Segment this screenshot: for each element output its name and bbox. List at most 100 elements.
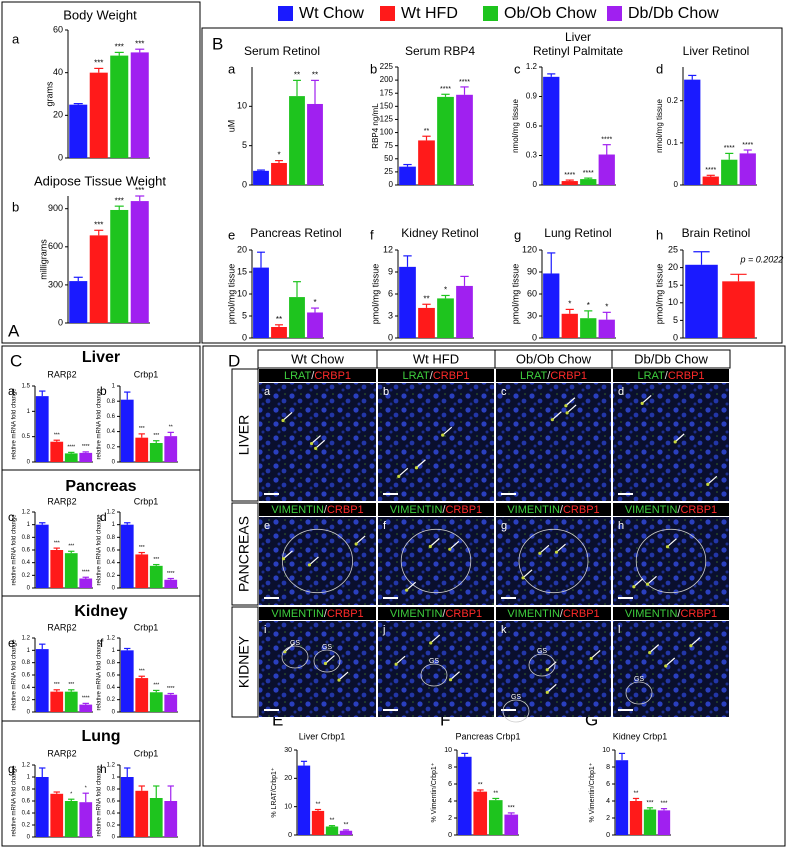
significance-label: ***	[139, 426, 145, 432]
y-tick-label: 1.2	[22, 763, 31, 769]
y-tick-label: 20	[53, 110, 63, 120]
y-tick-label: 25	[668, 244, 678, 254]
bar	[120, 650, 134, 712]
stain-separator: /	[324, 608, 328, 620]
y-tick-label: 0	[533, 180, 538, 189]
micrograph	[378, 621, 494, 717]
arrow	[451, 671, 460, 680]
y-axis-label: milligrams	[38, 239, 48, 280]
chart-letter: f	[370, 227, 374, 242]
signal-dot	[405, 588, 409, 592]
y-tick-label: 0.4	[22, 811, 31, 817]
y-axis-label: relative mRNA fold change	[12, 514, 18, 586]
chart-title: Body Weight	[63, 7, 137, 22]
signal-dot	[538, 551, 542, 555]
y-tick-label: 0.4	[107, 685, 116, 691]
bar	[437, 298, 454, 338]
y-tick-label: 0.4	[22, 685, 31, 691]
gs-label: GS	[322, 644, 332, 651]
significance-label: **	[424, 128, 430, 135]
signal-dot	[545, 690, 549, 694]
stain-green: LRAT	[637, 370, 665, 382]
y-tick-label: 9	[388, 266, 393, 276]
y-tick-label: 1	[112, 384, 116, 390]
bar	[64, 553, 78, 588]
y-tick-label: 0.6	[22, 548, 31, 554]
y-tick-label: 1	[27, 409, 31, 415]
y-tick-label: 0.8	[22, 660, 31, 666]
chart-letter: h	[656, 227, 663, 242]
significance-label: ****	[440, 86, 451, 93]
micrograph-letter: f	[383, 520, 387, 532]
stain-red: CRBP1	[314, 370, 351, 382]
y-tick-label: 0.8	[107, 660, 116, 666]
bar	[543, 273, 560, 338]
bar	[629, 801, 643, 835]
bar	[457, 756, 472, 835]
y-axis-label: relative mRNA fold change	[97, 514, 103, 586]
stain-green: VIMENTIN	[625, 504, 678, 516]
y-tick-label: 0.6	[107, 414, 116, 420]
micrograph	[613, 621, 729, 717]
significance-label: ****	[167, 686, 175, 692]
significance-label: ***	[139, 545, 145, 551]
stain-green: VIMENTIN	[271, 504, 324, 516]
chart-title: RARβ2	[47, 622, 76, 632]
significance-label: ****	[167, 571, 175, 577]
stain-red: CRBP1	[327, 504, 364, 516]
y-tick-label: 0	[27, 835, 31, 841]
signal-dot	[564, 404, 568, 408]
bar	[289, 297, 305, 338]
significance-label: ****	[82, 570, 90, 576]
y-tick-label: 0.2	[667, 96, 679, 105]
arrow	[396, 655, 406, 664]
y-tick-label: 75	[384, 141, 393, 150]
islet-outline	[281, 528, 353, 594]
significance-label: ****	[705, 167, 716, 174]
stain-strip	[496, 369, 611, 382]
bar	[643, 809, 657, 835]
chart-title: RARβ2	[47, 748, 76, 758]
stain-strip	[378, 369, 494, 382]
y-tick-label: 200	[380, 75, 394, 84]
legend-label: Wt Chow	[299, 5, 364, 22]
bar	[307, 312, 323, 338]
bar	[164, 801, 178, 837]
y-tick-label: 2	[606, 815, 610, 822]
y-tick-label: 150	[380, 101, 394, 110]
islet-outline	[635, 528, 707, 594]
stain-strip	[496, 503, 611, 516]
y-axis-label: pmol/mg tissue	[370, 264, 380, 325]
column-header: Db/Db Chow	[634, 351, 708, 366]
chart-supertitle: Liver	[565, 30, 591, 44]
y-axis-label: nmol/mg tissue	[511, 99, 520, 153]
stain-separator: /	[677, 504, 681, 516]
y-tick-label: 30	[527, 310, 537, 320]
y-tick-label: 0.2	[107, 697, 116, 703]
bar	[297, 765, 311, 835]
y-tick-label: 0	[242, 332, 247, 342]
arrow	[666, 657, 676, 666]
glomerulus-outline	[528, 653, 556, 677]
chart-title: Crbp1	[134, 369, 159, 379]
bar	[418, 307, 435, 338]
arrow	[284, 550, 293, 559]
bar	[35, 396, 49, 462]
y-tick-label: 1.2	[107, 636, 116, 642]
y-tick-label: 15	[237, 266, 247, 276]
significance-label: p = 0.2022	[740, 255, 784, 265]
significance-label: ***	[54, 433, 60, 439]
y-tick-label: 0.8	[107, 787, 116, 793]
bar	[488, 800, 503, 835]
chart-title: RARβ2	[47, 496, 76, 506]
bar	[418, 140, 435, 185]
y-tick-label: 225	[380, 62, 394, 71]
column-header-cell	[611, 349, 731, 369]
stain-green: LRAT	[284, 370, 312, 382]
signal-dot	[414, 466, 419, 470]
bar	[79, 802, 93, 837]
y-tick-label: 0	[27, 710, 31, 716]
y-tick-label: 0	[242, 179, 247, 189]
stain-green: LRAT	[402, 370, 430, 382]
